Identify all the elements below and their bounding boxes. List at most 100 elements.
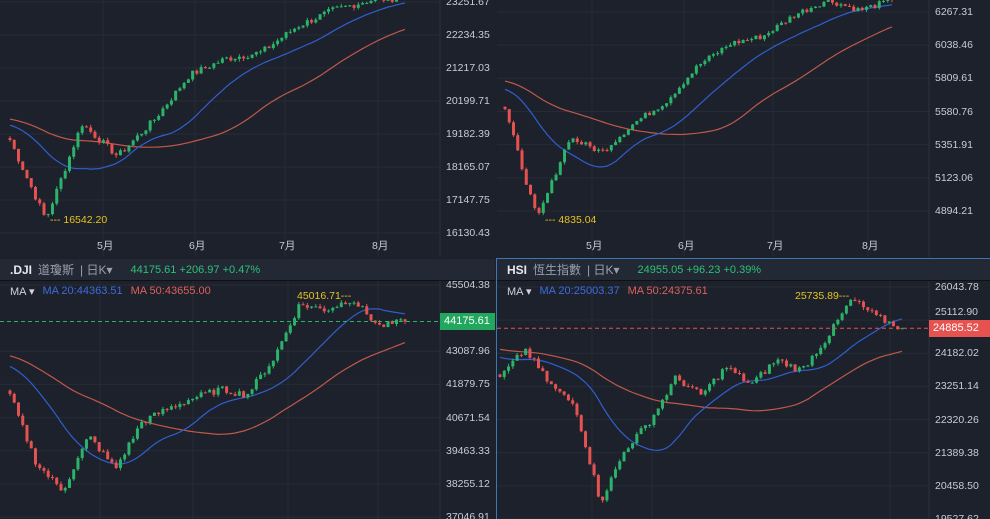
y-axis-tick: 19182.39	[446, 128, 490, 140]
candle-body	[550, 180, 554, 194]
candle	[21, 413, 25, 427]
candle	[575, 136, 579, 145]
candle-body	[673, 375, 677, 385]
y-axis-tick: 20458.50	[935, 479, 979, 492]
candle	[118, 148, 122, 156]
candle-body	[554, 174, 558, 181]
candle-body	[246, 393, 250, 398]
candle	[101, 138, 105, 144]
candlestick-chart[interactable]	[0, 0, 495, 257]
candle-body	[182, 82, 186, 89]
candle	[887, 321, 891, 325]
candle-body	[524, 348, 528, 356]
x-axis-month: 8月	[862, 240, 879, 252]
candle	[877, 0, 881, 10]
candlestick-chart[interactable]	[497, 0, 990, 257]
candle	[140, 419, 144, 429]
candle	[386, 0, 390, 1]
candle-body	[97, 137, 101, 143]
candle	[541, 365, 545, 372]
candle-body	[67, 156, 71, 171]
candle	[864, 5, 868, 13]
candle	[579, 414, 583, 433]
candle	[584, 430, 588, 449]
candle	[802, 365, 806, 369]
chart-panel-dji[interactable]: .DJI 道瓊斯 | 日K▾ 44175.61 +206.97 +0.47% M…	[0, 259, 495, 519]
candle-body	[584, 431, 588, 448]
candle-body	[97, 442, 101, 452]
candle	[310, 306, 314, 309]
candle-body	[686, 386, 690, 388]
candle-body	[601, 149, 605, 151]
candle-body	[716, 53, 720, 55]
candle-body	[399, 319, 403, 321]
ma-dropdown[interactable]: MA ▾	[10, 286, 35, 298]
chart-panel-top-left[interactable]: 23251.67 22234.35 21217.03 20199.71 19182.39…	[0, 0, 495, 257]
candle-body	[284, 32, 288, 38]
ma-dropdown[interactable]: MA ▾	[507, 286, 532, 298]
candle	[25, 424, 29, 444]
candle-body	[382, 324, 386, 327]
period-dropdown[interactable]: | 日K▾	[80, 263, 113, 277]
candle	[724, 45, 728, 50]
candle	[690, 73, 694, 78]
candle	[67, 155, 71, 173]
candle	[21, 161, 25, 171]
candle	[856, 6, 860, 12]
candle-body	[395, 0, 399, 2]
candle-body	[208, 67, 212, 69]
candle	[297, 25, 301, 31]
candle-body	[186, 79, 190, 83]
candle-body	[852, 6, 856, 12]
candle-body	[711, 54, 715, 56]
chart-panel-top-right[interactable]: 6267.31 6038.46 5809.61 5580.76 5351.91 5123.…	[497, 0, 990, 257]
candle-body	[622, 134, 626, 137]
candle-body	[259, 51, 263, 53]
candle-body	[361, 306, 365, 308]
candle	[703, 59, 707, 67]
candle-body	[779, 22, 783, 26]
x-axis-month: 5月	[97, 240, 114, 252]
candle-body	[532, 357, 536, 359]
candle-body	[558, 388, 562, 392]
candle	[199, 64, 203, 74]
candle-body	[310, 306, 314, 308]
candle-body	[16, 402, 20, 416]
candle-body	[507, 109, 511, 123]
candle-body	[314, 19, 318, 23]
candle-body	[776, 359, 780, 364]
candle-body	[76, 458, 80, 470]
candle	[507, 363, 511, 374]
y-axis-tick: 4894.21	[935, 205, 973, 217]
candle	[558, 161, 562, 176]
x-axis-month: 8月	[372, 240, 389, 252]
candle-body	[259, 374, 263, 380]
candle-body	[386, 321, 390, 327]
candle-body	[284, 332, 288, 342]
candlestick-chart[interactable]	[0, 259, 495, 519]
candle	[716, 378, 720, 381]
candle	[297, 302, 301, 320]
candle	[403, 318, 407, 325]
candle	[502, 370, 506, 380]
candle	[348, 302, 352, 307]
candle-body	[21, 415, 25, 426]
chart-panel-hsi[interactable]: HSI 恆生指數 | 日K▾ 24955.05 +96.23 +0.39% MA…	[496, 258, 990, 519]
candle	[50, 201, 54, 216]
candlestick-chart[interactable]	[497, 259, 990, 519]
candle-body	[515, 354, 519, 361]
candle	[33, 185, 37, 201]
period-dropdown[interactable]: | 日K▾	[587, 263, 620, 277]
candle	[322, 10, 326, 17]
candle	[665, 393, 669, 403]
candle	[699, 388, 703, 395]
candle-body	[361, 3, 365, 5]
candle	[631, 123, 635, 131]
candle-body	[50, 476, 54, 478]
candle-body	[767, 32, 771, 36]
candle-body	[297, 304, 301, 319]
candle-body	[618, 461, 622, 470]
candle	[288, 322, 292, 335]
candle-body	[378, 322, 382, 325]
candle	[161, 106, 165, 117]
